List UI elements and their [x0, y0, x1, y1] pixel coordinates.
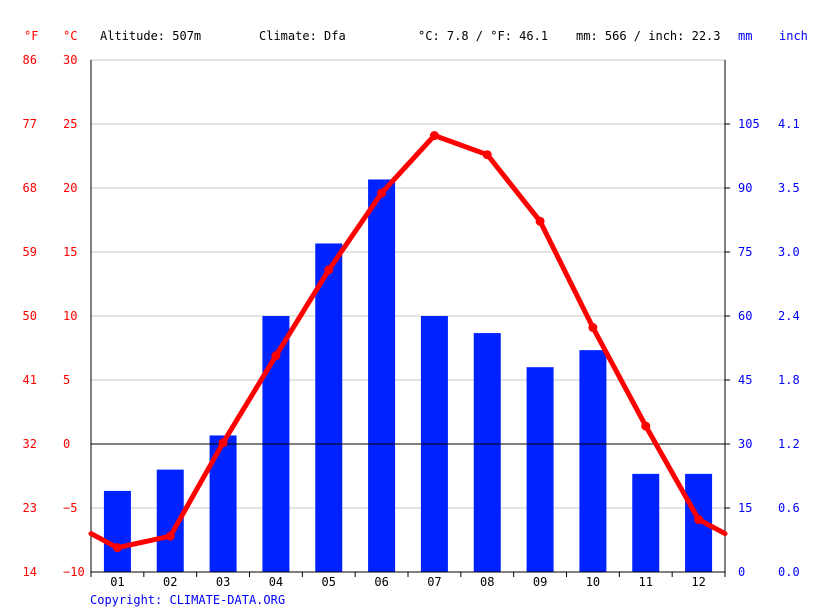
inch-tick-label: 4.1: [778, 117, 800, 131]
inch-tick-label: 3.5: [778, 181, 800, 195]
temperature-line: [88, 131, 728, 553]
month-tick-label: 06: [374, 575, 388, 589]
fahrenheit-tick-label: 32: [23, 437, 37, 451]
inch-tick-label: 1.8: [778, 373, 800, 387]
temperature-point: [482, 150, 492, 160]
grid-lines: [91, 59, 725, 573]
mm-tick-label: 45: [738, 373, 752, 387]
month-tick-label: 01: [110, 575, 124, 589]
temperature-point: [429, 131, 439, 141]
mm-tick-label: 30: [738, 437, 752, 451]
temperature-point: [165, 531, 175, 541]
celsius-tick-label: 30: [63, 53, 77, 67]
month-tick-label: 09: [533, 575, 547, 589]
precipitation-bar: [368, 179, 396, 572]
temperature-curve: [88, 133, 728, 551]
celsius-tick-label: 5: [63, 373, 70, 387]
climate-label: Climate: Dfa: [259, 29, 346, 43]
month-tick-label: 10: [586, 575, 600, 589]
mm-tick-label: 0: [738, 565, 745, 579]
celsius-tick-label: 15: [63, 245, 77, 259]
fahrenheit-tick-label: 14: [23, 565, 37, 579]
mm-tick-label: 15: [738, 501, 752, 515]
temperature-point: [377, 188, 387, 198]
temperature-point: [112, 543, 122, 553]
fahrenheit-tick-label: 41: [23, 373, 37, 387]
inch-tick-label: 2.4: [778, 309, 800, 323]
fahrenheit-tick-label: 86: [23, 53, 37, 67]
copyright-text: Copyright: CLIMATE-DATA.ORG: [90, 593, 285, 607]
celsius-tick-label: 10: [63, 309, 77, 323]
precipitation-bar: [473, 333, 501, 572]
celsius-tick-label: 0: [63, 437, 70, 451]
month-tick-label: 03: [216, 575, 230, 589]
temperature-point: [535, 216, 545, 226]
temperature-point: [641, 421, 651, 431]
fahrenheit-tick-label: 59: [23, 245, 37, 259]
precipitation-total-label: mm: 566 / inch: 22.3: [576, 29, 721, 43]
inch-tick-label: 3.0: [778, 245, 800, 259]
precipitation-bar: [103, 490, 131, 572]
temperature-point: [694, 515, 704, 525]
mm-tick-label: 105: [738, 117, 760, 131]
precipitation-bar: [579, 350, 607, 572]
altitude-label: Altitude: 507m: [100, 29, 201, 43]
fahrenheit-tick-label: 77: [23, 117, 37, 131]
temperature-point: [218, 438, 228, 448]
fahrenheit-tick-label: 23: [23, 501, 37, 515]
temperature-point: [271, 351, 281, 361]
inch-tick-label: 0.0: [778, 565, 800, 579]
temperature-average-label: °C: 7.8 / °F: 46.1: [418, 29, 548, 43]
month-tick-label: 11: [639, 575, 653, 589]
month-tick-label: 08: [480, 575, 494, 589]
month-tick-label: 04: [269, 575, 283, 589]
month-tick-label: 02: [163, 575, 177, 589]
inch-tick-label: 1.2: [778, 437, 800, 451]
fahrenheit-tick-label: 68: [23, 181, 37, 195]
axis-tick-labels: 302520151050−5−1086776859504132231410590…: [23, 53, 800, 589]
celsius-unit-label: °C: [63, 29, 77, 43]
mm-unit-label: mm: [738, 29, 752, 43]
inch-unit-label: inch: [779, 29, 808, 43]
temperature-point: [588, 323, 598, 333]
mm-tick-label: 75: [738, 245, 752, 259]
celsius-tick-label: 25: [63, 117, 77, 131]
mm-tick-label: 90: [738, 181, 752, 195]
celsius-tick-label: −5: [63, 501, 77, 515]
inch-tick-label: 0.6: [778, 501, 800, 515]
precipitation-bar: [526, 367, 554, 572]
fahrenheit-unit-label: °F: [24, 29, 38, 43]
celsius-tick-label: −10: [63, 565, 85, 579]
fahrenheit-tick-label: 50: [23, 309, 37, 323]
precipitation-bar: [315, 243, 343, 572]
month-tick-label: 12: [691, 575, 705, 589]
axis-ticks: [90, 123, 730, 577]
precipitation-bar: [632, 473, 660, 572]
celsius-tick-label: 20: [63, 181, 77, 195]
month-tick-label: 07: [427, 575, 441, 589]
month-tick-label: 05: [322, 575, 336, 589]
temperature-point: [324, 265, 334, 275]
mm-tick-label: 60: [738, 309, 752, 323]
